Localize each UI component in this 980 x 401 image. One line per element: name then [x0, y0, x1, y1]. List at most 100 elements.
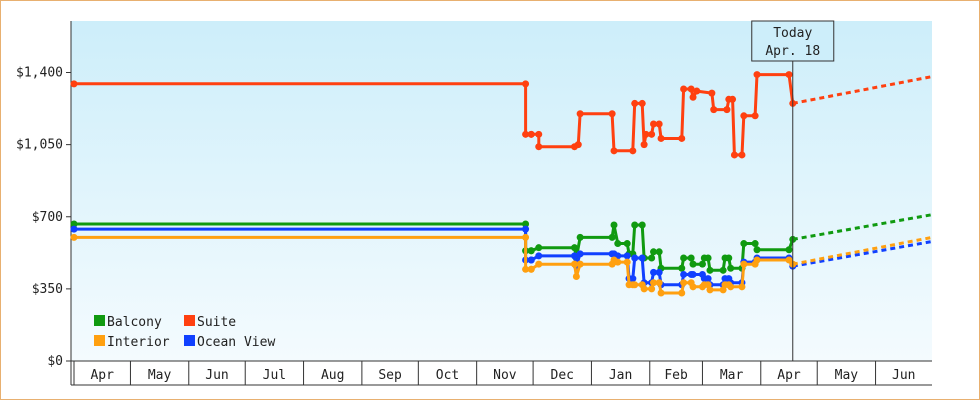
x-tick-label: Apr: [90, 368, 114, 383]
legend-label-balcony: Balcony: [107, 315, 162, 330]
data-point-interior: [689, 283, 697, 291]
data-point-suite: [608, 110, 616, 118]
data-point-ocean-view: [704, 275, 712, 283]
data-point-ocean-view: [655, 268, 663, 276]
data-point-interior: [680, 279, 688, 287]
data-point-interior: [753, 256, 761, 264]
data-point-suite: [708, 89, 716, 97]
data-point-interior: [648, 285, 656, 293]
data-point-suite: [650, 120, 658, 128]
x-tick-label: May: [835, 368, 859, 383]
data-point-interior: [650, 279, 658, 287]
data-point-interior: [70, 233, 78, 241]
series-layer: [70, 71, 933, 297]
data-point-balcony: [725, 254, 733, 262]
data-point-balcony: [638, 221, 646, 229]
data-point-ocean-view: [623, 252, 631, 260]
data-point-interior: [623, 258, 631, 266]
data-point-suite: [751, 112, 759, 120]
data-point-suite: [687, 85, 695, 93]
data-point-ocean-view: [522, 225, 530, 233]
data-point-balcony: [610, 221, 618, 229]
data-point-balcony: [785, 246, 793, 254]
data-point-balcony: [535, 244, 543, 252]
x-tick-label: Jul: [263, 368, 286, 383]
data-point-ocean-view: [535, 252, 543, 260]
data-point-suite: [785, 71, 793, 79]
y-tick-label: $700: [32, 210, 63, 225]
data-point-ocean-view: [689, 270, 697, 278]
data-point-interior: [571, 260, 578, 268]
data-point-balcony: [727, 264, 735, 272]
data-point-balcony: [614, 240, 622, 248]
data-point-balcony: [719, 266, 727, 274]
data-point-interior: [655, 279, 663, 287]
data-point-balcony: [680, 254, 688, 262]
data-point-balcony: [608, 233, 616, 241]
today-label-box: [751, 20, 835, 62]
forecast-line-ocean-view: [792, 240, 933, 268]
data-point-balcony: [527, 247, 535, 255]
data-point-balcony: [70, 220, 78, 228]
y-tick-label: $0: [47, 354, 63, 369]
data-point-interior: [631, 281, 639, 289]
x-tick-label: Jun: [205, 368, 228, 383]
plot-background: [71, 21, 932, 361]
data-point-balcony: [571, 244, 578, 252]
data-point-suite: [723, 106, 731, 114]
data-point-ocean-view: [70, 225, 78, 233]
data-point-ocean-view: [527, 256, 535, 264]
legend: Balcony Suite Interior Ocean View: [94, 315, 275, 350]
data-point-suite: [738, 151, 746, 159]
data-point-balcony: [706, 266, 714, 274]
data-point-balcony: [678, 264, 686, 272]
data-point-suite: [753, 71, 761, 79]
data-point-balcony: [576, 233, 584, 241]
x-tick-label: Mar: [720, 368, 744, 383]
data-point-suite: [657, 134, 665, 142]
data-point-interior: [535, 260, 543, 268]
data-point-balcony: [650, 248, 658, 256]
data-point-interior: [614, 258, 622, 266]
forecast-line-interior: [792, 235, 933, 266]
y-tick-label: $350: [32, 282, 63, 297]
data-point-balcony: [655, 248, 663, 256]
data-point-suite: [522, 130, 530, 138]
data-point-balcony: [687, 254, 695, 262]
data-point-ocean-view: [680, 270, 688, 278]
data-point-ocean-view: [576, 250, 584, 258]
data-point-interior: [740, 260, 748, 268]
data-point-suite: [680, 85, 688, 93]
data-point-suite: [642, 130, 650, 138]
data-point-ocean-view: [631, 254, 639, 262]
data-point-suite: [648, 130, 656, 138]
data-point-suite: [631, 99, 639, 107]
data-point-interior: [640, 285, 648, 293]
data-point-suite: [527, 130, 535, 138]
data-point-interior: [706, 286, 714, 294]
data-point-suite: [740, 112, 748, 120]
data-point-suite: [576, 110, 584, 118]
data-point-balcony: [623, 240, 631, 248]
data-point-balcony: [740, 240, 748, 248]
data-point-ocean-view: [650, 268, 658, 276]
data-point-suite: [70, 80, 78, 88]
x-axis: Apr May Jun Jul Aug Sep Oct Nov Dec Jan Feb Mar Apr M…: [71, 360, 932, 386]
today-date-label: Apr. 18: [765, 44, 820, 59]
data-point-balcony: [704, 254, 712, 262]
data-point-interior: [727, 283, 735, 291]
data-point-interior: [527, 265, 535, 273]
data-point-suite: [655, 120, 663, 128]
x-tick-label: Jun: [892, 368, 915, 383]
x-tick-label: Oct: [436, 368, 459, 383]
y-tick-label: $1,050: [16, 138, 63, 153]
data-point-suite: [610, 147, 618, 155]
data-point-balcony: [698, 260, 706, 268]
data-point-interior: [657, 289, 665, 297]
data-point-suite: [693, 87, 701, 95]
x-tick-label: Feb: [664, 368, 688, 383]
data-point-interior: [738, 283, 746, 291]
data-point-suite: [640, 141, 648, 149]
data-point-ocean-view: [638, 254, 646, 262]
